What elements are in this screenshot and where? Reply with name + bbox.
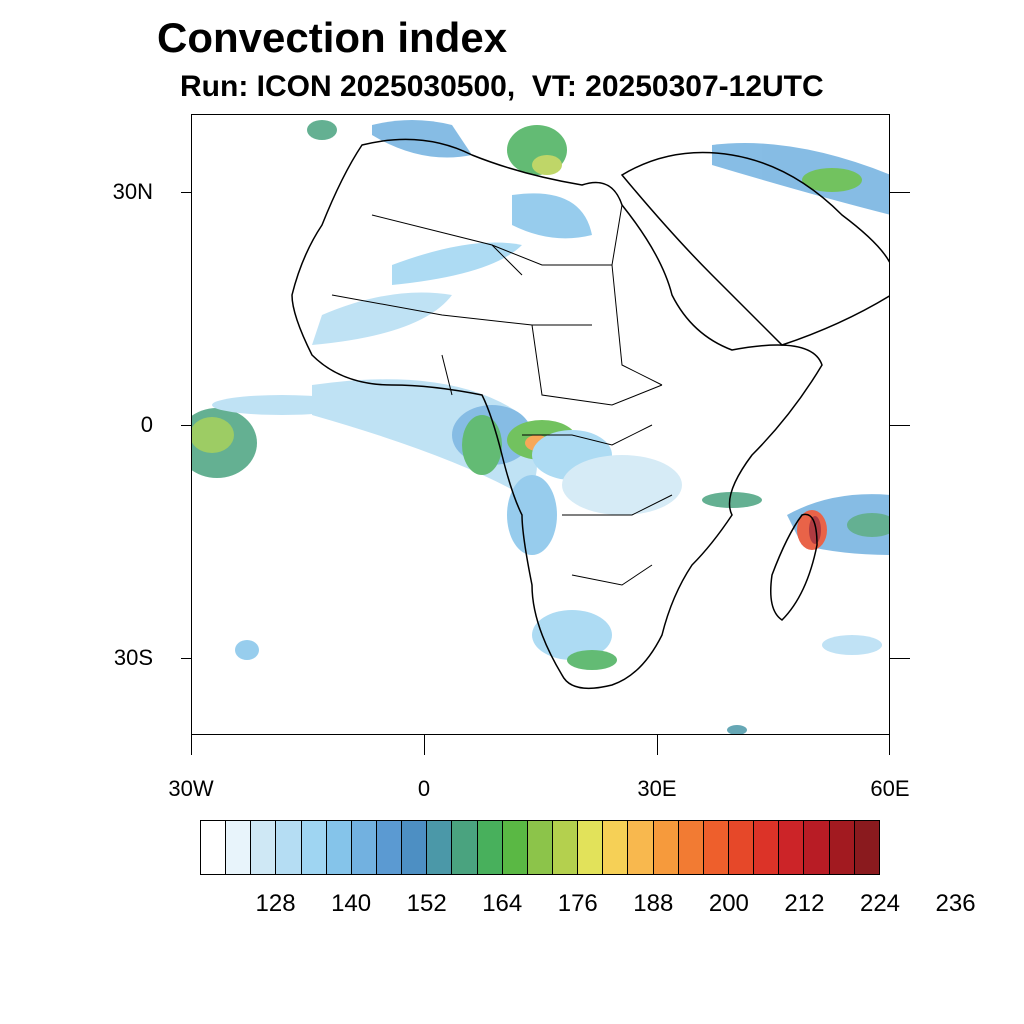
- colorbar-label: 140: [331, 890, 372, 917]
- colorbar-label: 128: [255, 890, 296, 917]
- colorbar-swatch: [628, 821, 654, 874]
- colorbar-swatch: [578, 821, 604, 874]
- lon-label-30e: 30E: [637, 776, 677, 801]
- colorbar-swatch: [402, 821, 428, 874]
- tick-30s: [181, 658, 191, 659]
- tick-60e: [889, 735, 890, 755]
- colorbar-label: 152: [406, 890, 447, 917]
- country-borders: [331, 204, 673, 586]
- colorbar-label: 176: [557, 890, 598, 917]
- colorbar-swatch: [251, 821, 277, 874]
- africa-outline: [291, 138, 823, 690]
- colorbar-swatch: [527, 821, 553, 874]
- lat-label-30s: 30S: [113, 645, 153, 670]
- colorbar-swatch: [653, 821, 679, 874]
- tick-0-lon: [424, 735, 425, 755]
- convection-field: [192, 120, 889, 734]
- tick-30e: [657, 735, 658, 755]
- colorbar-swatch: [804, 821, 830, 874]
- colorbar-swatch: [326, 821, 352, 874]
- colorbar-swatch: [754, 821, 780, 874]
- colorbar-label: 164: [482, 890, 523, 917]
- colorbar-label: 188: [633, 890, 674, 917]
- colorbar-swatch: [477, 821, 503, 874]
- lon-label-60e: 60E: [870, 776, 910, 801]
- lat-label-0: 0: [140, 412, 153, 437]
- colorbar-swatch: [376, 821, 403, 874]
- map-panel: [191, 114, 890, 735]
- tick-0-lat: [181, 425, 191, 426]
- tick-0-lat-right: [890, 425, 910, 426]
- colorbar-swatch: [552, 821, 579, 874]
- colorbar-label: 224: [859, 890, 901, 917]
- lat-label-30n: 30N: [112, 179, 153, 204]
- colorbar-swatch: [728, 821, 755, 874]
- colorbar-label: 212: [784, 890, 825, 917]
- tick-30s-right: [890, 658, 910, 659]
- colorbar-swatch: [276, 821, 302, 874]
- colorbar-swatch: [829, 821, 855, 874]
- madagascar-outline: [770, 513, 818, 621]
- colorbar-swatch: [502, 821, 528, 874]
- colorbar-swatch: [678, 821, 704, 874]
- tick-30n: [181, 192, 191, 193]
- colorbar-swatch: [427, 821, 453, 874]
- map-svg: [192, 120, 889, 734]
- tick-30n-right: [890, 192, 910, 193]
- arabia-outline: [620, 151, 889, 346]
- lon-label-0: 0: [417, 776, 431, 801]
- colorbar-label: 236: [935, 890, 976, 917]
- map-subtitle: Run: ICON 2025030500, VT: 20250307-12UTC: [180, 70, 824, 103]
- colorbar-label: 200: [708, 890, 749, 917]
- colorbar: [200, 820, 880, 875]
- colorbar-swatch: [603, 821, 629, 874]
- colorbar-swatch: [351, 821, 377, 874]
- colorbar-swatch: [703, 821, 729, 874]
- colorbar-swatch: [452, 821, 478, 874]
- colorbar-swatch: [201, 821, 227, 874]
- colorbar-swatch: [854, 821, 879, 874]
- lon-label-30w: 30W: [168, 776, 214, 801]
- tick-30w: [191, 735, 192, 755]
- colorbar-swatch: [226, 821, 252, 874]
- map-title: Convection index: [157, 14, 508, 61]
- colorbar-swatch: [301, 821, 327, 874]
- colorbar-swatch: [779, 821, 805, 874]
